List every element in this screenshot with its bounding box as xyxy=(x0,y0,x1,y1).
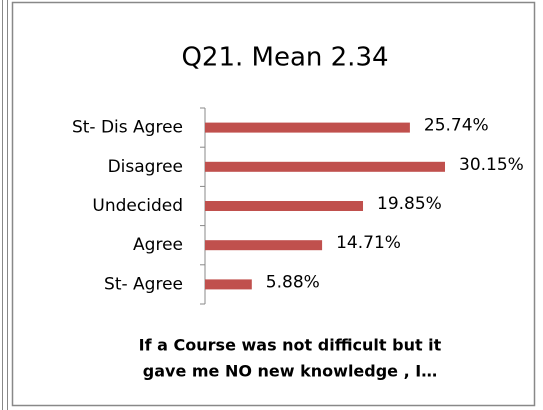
data-label: 5.88% xyxy=(266,272,320,292)
data-label: 30.15% xyxy=(459,155,524,175)
bar xyxy=(205,161,445,172)
data-label: 14.71% xyxy=(336,233,401,253)
y-tick-label: Agree xyxy=(133,235,183,255)
y-tick-label: Disagree xyxy=(108,157,183,177)
bar xyxy=(205,122,410,133)
y-tick-label: St- Dis Agree xyxy=(72,118,183,138)
bar xyxy=(205,240,323,251)
bar xyxy=(205,279,252,290)
data-label: 25.74% xyxy=(424,116,489,136)
x-axis-label: If a Course was not difficult but it xyxy=(139,336,442,355)
bar xyxy=(205,201,364,211)
x-axis-label: gave me NO new knowledge , I… xyxy=(143,362,437,381)
y-tick-label: St- Agree xyxy=(104,274,183,294)
data-label: 19.85% xyxy=(377,194,442,214)
y-tick-label: Undecided xyxy=(92,196,183,216)
chart-title: Q21. Mean 2.34 xyxy=(181,43,388,73)
